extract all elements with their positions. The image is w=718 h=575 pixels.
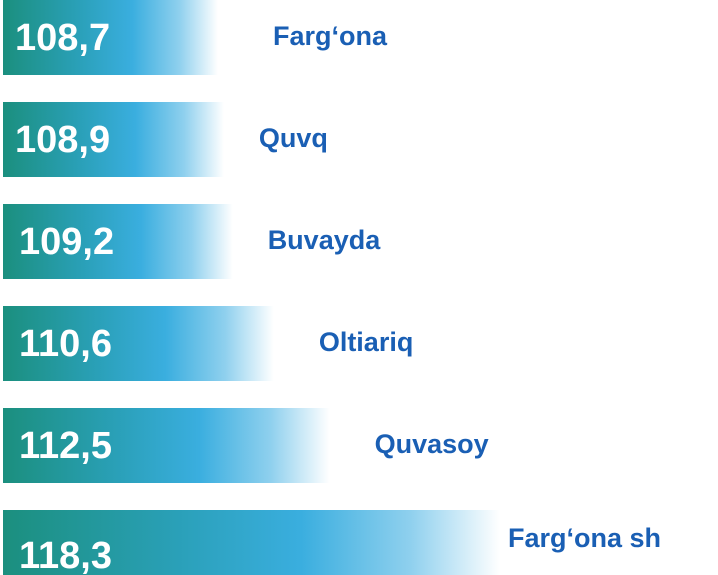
value-label: 109,2 <box>19 221 114 263</box>
category-label: Farg‘ona sh <box>508 523 661 553</box>
value-label: 110,6 <box>19 323 112 365</box>
value-label: 108,7 <box>15 17 110 59</box>
bar <box>3 0 218 75</box>
category-label: Quvq <box>259 123 328 153</box>
value-label: 108,9 <box>15 119 110 161</box>
bar <box>3 510 500 575</box>
value-label: 118,3 <box>19 535 112 575</box>
bar <box>3 204 233 279</box>
category-label: Quvasoy <box>375 429 489 459</box>
bar <box>3 306 274 381</box>
value-label: 112,5 <box>19 425 112 467</box>
bar <box>3 408 330 483</box>
category-label: Farg‘ona <box>273 21 388 51</box>
category-label: Oltiariq <box>319 327 414 357</box>
bar <box>3 102 224 177</box>
category-label: Buvayda <box>268 225 382 255</box>
